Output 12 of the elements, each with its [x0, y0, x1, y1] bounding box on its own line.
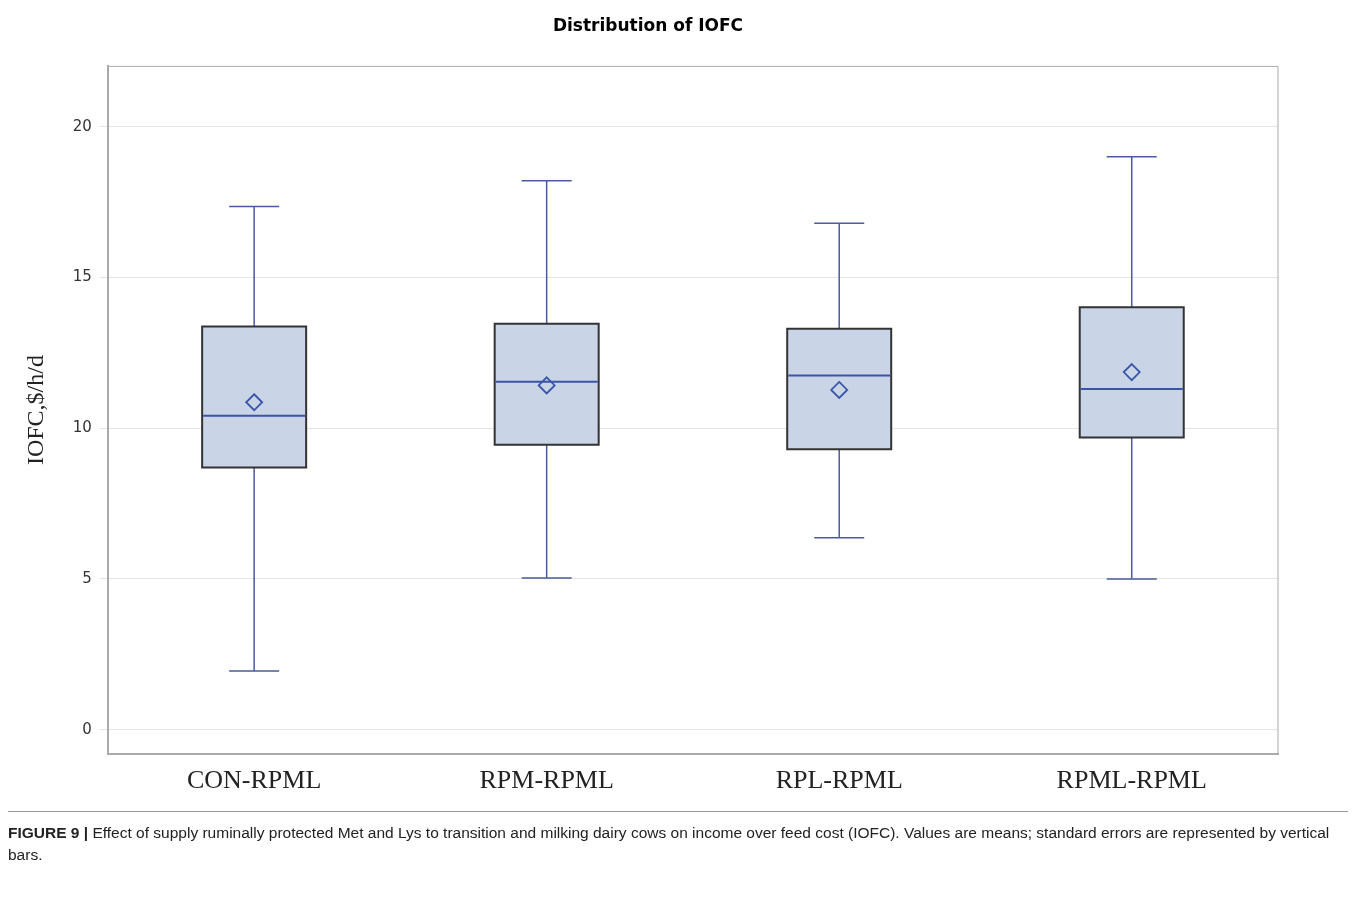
y-tick-label: 5 — [82, 568, 92, 587]
y-tick-label: 10 — [72, 418, 92, 437]
chart-title: Distribution of IOFC — [552, 14, 744, 35]
x-tick-label: RPL-RPML — [775, 765, 903, 795]
text: FIGURE 9 | Effect of supply ruminally protected Met and Lys to transition and milking dairy cows on income over feed cost (IOFC). Values are means; standard errors are represented by vertical bars. — [8, 824, 1330, 864]
x-tick-label: RPML-RPML — [1056, 765, 1207, 795]
y-tick-label: 20 — [72, 116, 92, 135]
x-tick-label: CON-RPML — [186, 765, 322, 795]
x-tick-label: RPM-RPML — [479, 765, 614, 795]
y-tick-label: 15 — [72, 267, 92, 286]
y-axis-title: IOFC,$/h/d — [21, 355, 48, 466]
y-tick-label: 0 — [82, 719, 92, 738]
